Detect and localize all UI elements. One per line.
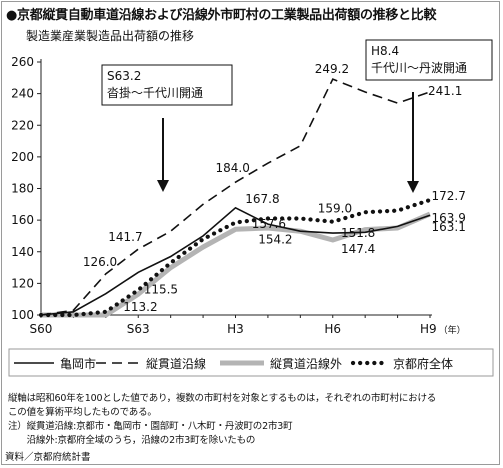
x-tick-label: H6 [324, 322, 341, 336]
note-line: この値を算術平均したものである。 [8, 407, 157, 418]
series-line-縦貫道沿線 [40, 78, 431, 316]
data-labels: 141.7 126.0 115.5 113.2 184.0 167.8 157.6154.2… [83, 62, 466, 314]
legend-label: 京都府全体 [393, 356, 453, 371]
annotations: S63.2 沓掛〜千代川開通 H8.4 千代川〜丹波開通 [101, 39, 493, 193]
note-line: 注）縦貫道沿線:京都市・亀岡市・園部町・八木町・丹波町の2市3町 [8, 421, 293, 432]
data-label: 147.4 [341, 242, 375, 256]
data-label: 241.1 [428, 84, 462, 98]
annotation-box [101, 64, 233, 106]
data-label: 167.8 [245, 192, 279, 206]
series-line-京都府全体 [38, 197, 433, 318]
y-tick-label: 100 [11, 308, 34, 322]
source-note: 資料／京都府統計書 [5, 452, 91, 463]
y-tick-label: 200 [11, 150, 34, 164]
data-label: 113.2 [123, 300, 157, 314]
data-label: 115.5 [144, 282, 178, 296]
data-label: 126.0 [83, 255, 117, 269]
annotation-text: 沓掛〜千代川開通 [107, 85, 203, 100]
annotation-arrow-head [407, 181, 419, 193]
annotation-text: S63.2 [107, 69, 141, 83]
chart-title: 製造業産業製造品出荷額の推移 [26, 29, 195, 43]
annotation-text: 千代川〜丹波開通 [371, 61, 467, 75]
note-line: 縦軸は昭和60年を100とした値であり，複数の市町村を対象とするものは，それぞれ… [8, 393, 437, 404]
y-tick-label: 140 [11, 245, 34, 259]
y-tick-label: 120 [11, 276, 34, 290]
data-label: 184.0 [216, 161, 250, 175]
y-tick-label: 260 [11, 55, 34, 69]
legend-label: 亀岡市 [60, 356, 96, 371]
y-tick-label: 220 [11, 118, 34, 132]
legend-label: 縦貫道沿線 [146, 356, 206, 371]
y-tick-label: 160 [11, 213, 34, 227]
data-label: 163.1 [431, 220, 465, 234]
data-label: 249.2 [315, 62, 349, 76]
x-tick-label: S63 [127, 322, 150, 336]
annotation-text: H8.4 [371, 44, 399, 58]
data-label: 157.6 [252, 217, 286, 231]
y-tick-label: 180 [11, 182, 34, 196]
data-label: 172.7 [431, 189, 465, 203]
note-line: 沿線外:京都府全域のうち，沿線の2市3町を除いたもの [8, 435, 256, 446]
legend: 亀岡市 縦貫道沿線 縦貫道沿線外 京都府全体 [8, 348, 494, 377]
x-tick-label: H9 （年） [420, 322, 466, 336]
series-line-縦貫道沿線外 [41, 211, 431, 318]
data-label: 154.2 [258, 232, 292, 246]
annotation-arrow-head [157, 180, 169, 192]
data-label: 163.9 [431, 211, 465, 225]
y-tick-label: 240 [11, 87, 34, 101]
figure-title: ●京都縦貫自動車道沿線および沿線外市町村の工業製品出荷額の推移と比較 [6, 8, 437, 23]
x-tick-label: H3 [227, 322, 244, 336]
notes: 縦軸は昭和60年を100とした値であり，複数の市町村を対象とするものは，それぞれ… [8, 392, 436, 448]
x-tick-label: S60 [30, 322, 53, 336]
axes: 100 120 140 160 180 200 220 240 260 S60 S63 H3 H6 H9 （… [11, 55, 466, 336]
data-label: 159.0 [318, 202, 352, 216]
data-label: 151.8 [341, 226, 375, 240]
legend-label: 縦貫道沿線外 [270, 356, 342, 371]
series-line-亀岡市 [40, 206, 431, 316]
annotation-box [365, 39, 493, 81]
series-lines [38, 78, 433, 318]
data-label: 141.7 [108, 230, 142, 244]
